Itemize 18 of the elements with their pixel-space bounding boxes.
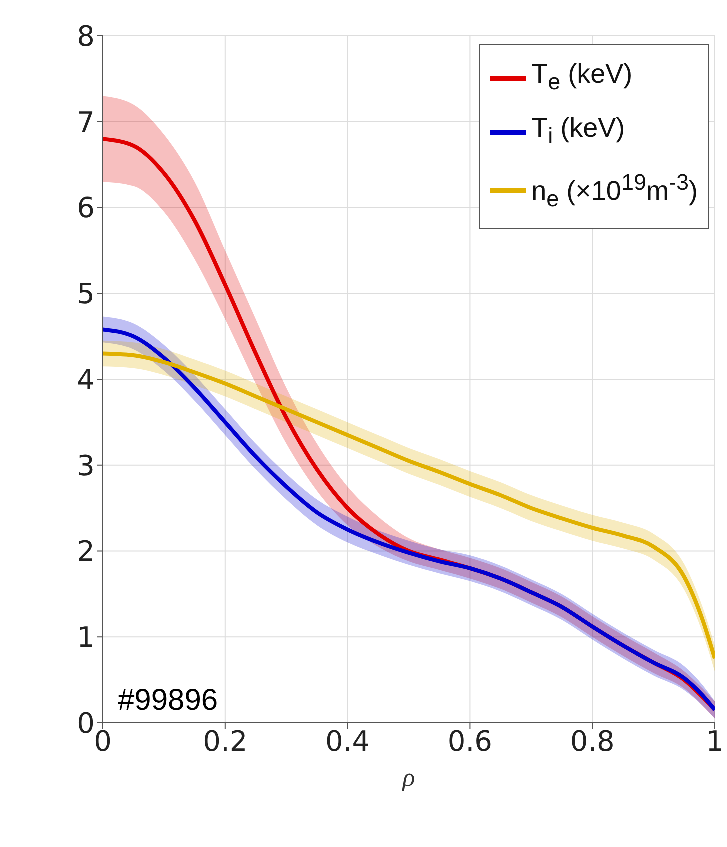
y-tick-label: 1 <box>77 621 95 654</box>
x-tick-label: 0.2 <box>203 724 248 758</box>
x-tick-label: 0.6 <box>448 724 492 758</box>
legend-label: T$_{i}$ (keV) <box>532 112 626 151</box>
y-tick-label: 8 <box>77 20 95 53</box>
annotation: #99896 <box>118 684 218 718</box>
y-tick-label: 3 <box>77 449 95 482</box>
legend-label: n$_{e}$ (×10$^{19}$m$^{-3}$) <box>532 168 698 214</box>
y-tick-label: 7 <box>77 106 95 139</box>
x-tick-label: 0.8 <box>570 724 615 758</box>
y-tick-label: 2 <box>77 535 95 568</box>
x-tick-label: 1 <box>706 724 724 758</box>
y-tick-label: 5 <box>77 278 95 311</box>
x-axis-title: ρ <box>402 763 416 792</box>
y-tick-label: 6 <box>77 192 95 225</box>
legend-label: T$_{e}$ (keV) <box>532 58 633 96</box>
y-tick-label: 4 <box>77 363 95 396</box>
x-tick-label: 0.4 <box>326 724 370 758</box>
